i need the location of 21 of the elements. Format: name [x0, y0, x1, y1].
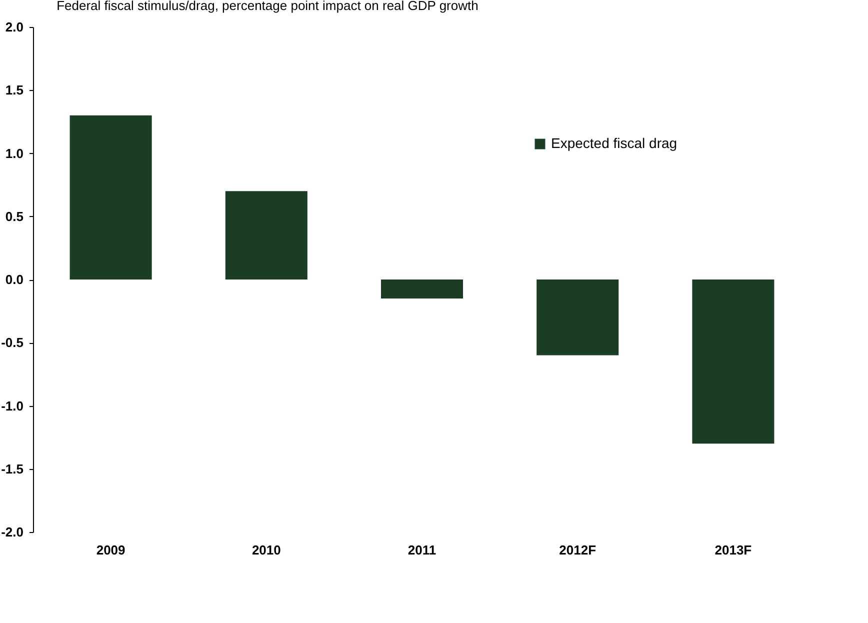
y-tick-label: 1.5 [5, 82, 24, 98]
x-tick-label: 2013F [714, 542, 752, 558]
bar [536, 280, 619, 356]
y-tick-label: 2.0 [5, 20, 24, 34]
bar [381, 280, 463, 298]
bar [225, 191, 308, 280]
x-tick-label: 2010 [252, 542, 281, 558]
x-tick-label: 2011 [408, 542, 436, 558]
y-tick-label: 0.0 [5, 272, 24, 287]
bar [70, 115, 152, 280]
y-tick-label: -2.0 [1, 524, 24, 540]
x-tick-label: 2009 [96, 542, 126, 558]
x-tick-label: 2012F [559, 542, 596, 558]
y-tick-label: -1.5 [1, 461, 24, 476]
bar [692, 280, 774, 444]
y-tick-label: 1.0 [5, 146, 24, 161]
y-tick-label: -1.0 [1, 398, 24, 414]
legend-label: Expected fiscal drag [551, 135, 678, 151]
y-tick-label: -0.5 [1, 335, 24, 350]
y-tick-label: 0.5 [5, 208, 24, 224]
chart-title: Federal fiscal stimulus/drag, percentage point impact on real GDP growth [56, 0, 478, 13]
